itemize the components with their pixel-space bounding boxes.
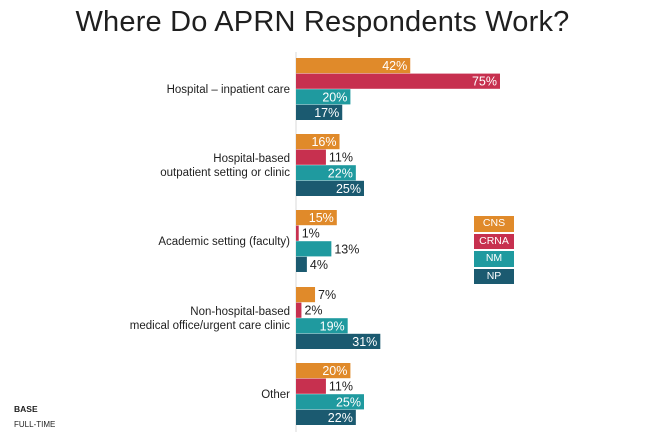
category-label: Academic setting (faculty) (158, 236, 290, 248)
data-label: 25% (336, 182, 361, 196)
data-label: 75% (472, 75, 497, 89)
bar-crna (296, 73, 500, 89)
bar-np (296, 333, 381, 349)
bar-cns (296, 287, 316, 303)
legend-item-np: NP (474, 268, 514, 284)
category-label: Non-hospital-based (190, 306, 290, 318)
category-label: Other (261, 389, 290, 401)
data-label: 25% (336, 395, 361, 409)
bar-nm (296, 89, 351, 105)
bar-cns (296, 210, 337, 226)
category-label: Hospital – inpatient care (167, 84, 290, 96)
data-label: 22% (328, 166, 353, 180)
data-label: 15% (309, 211, 334, 225)
data-label: 20% (322, 90, 347, 104)
data-label: 11% (329, 151, 353, 165)
data-label: 22% (328, 411, 353, 425)
bar-np (296, 180, 364, 196)
bar-cns (296, 363, 351, 379)
bar-crna (296, 149, 326, 165)
data-label: 17% (314, 106, 339, 120)
legend: CNS CRNA NM NP (474, 216, 514, 286)
legend-item-cns: CNS (474, 216, 514, 232)
data-label: 19% (320, 319, 345, 333)
data-label: 42% (382, 59, 407, 73)
bar-cns (296, 58, 411, 74)
legend-item-crna: CRNA (474, 233, 514, 249)
data-label: 16% (311, 135, 336, 149)
bar-crna (296, 225, 299, 241)
bar-np (296, 104, 343, 120)
data-label: 13% (334, 242, 359, 256)
data-label: 1% (302, 227, 320, 241)
data-label: 31% (352, 335, 377, 349)
bar-nm (296, 318, 348, 334)
chart-title: Where Do APRN Respondents Work? (75, 6, 570, 38)
category-label: medical office/urgent care clinic (130, 320, 290, 332)
data-label: 11% (329, 380, 353, 394)
bar-np (296, 256, 307, 272)
legend-item-nm: NM (474, 251, 514, 267)
bar-crna (296, 378, 326, 394)
data-label: 4% (310, 258, 328, 272)
base-label: BASE (14, 404, 38, 414)
bar-nm (296, 394, 364, 410)
base-value: FULL-TIME (14, 420, 56, 429)
category-label: outpatient setting or clinic (160, 167, 290, 179)
bar-nm (296, 165, 356, 181)
category-label: Hospital-based (213, 153, 290, 165)
bar-np (296, 409, 356, 425)
data-label: 7% (318, 288, 336, 302)
data-label: 2% (304, 304, 322, 318)
bar-nm (296, 241, 332, 257)
bar-cns (296, 134, 340, 150)
bar-crna (296, 302, 302, 318)
data-label: 20% (322, 364, 347, 378)
